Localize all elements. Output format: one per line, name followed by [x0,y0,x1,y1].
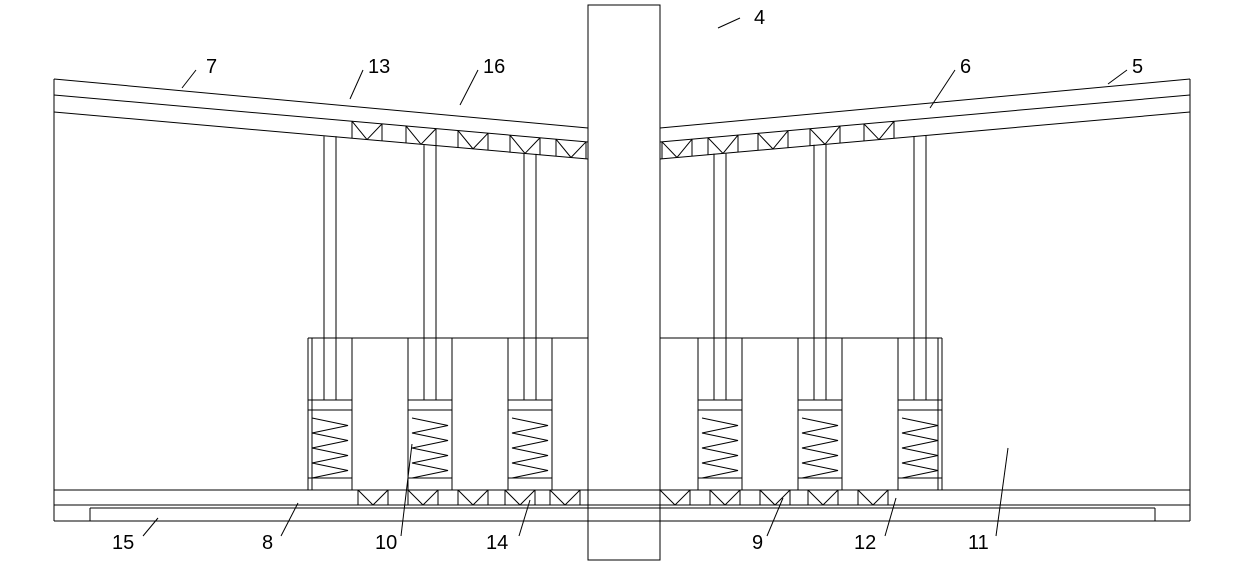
label-9: 9 [752,532,763,554]
label-10: 10 [375,532,397,554]
label-15: 15 [112,532,134,554]
label-13: 13 [368,56,390,78]
label-7: 7 [206,56,217,78]
label-5: 5 [1132,56,1143,78]
label-11: 11 [968,532,989,554]
label-6: 6 [960,56,971,78]
label-8: 8 [262,532,273,554]
label-4: 4 [754,7,765,29]
label-14: 14 [486,532,508,554]
label-16: 16 [483,56,505,78]
diagram-svg: 4 7 13 16 6 5 15 8 10 14 9 12 11 [0,0,1240,568]
label-12: 12 [854,532,876,554]
